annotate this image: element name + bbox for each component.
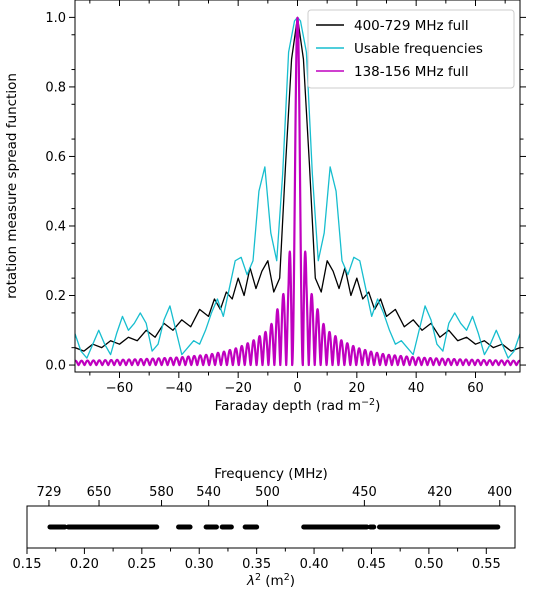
lambda-symbol: λ [246,573,255,589]
lambda-unit: (m [261,573,284,589]
x-tick-label: 20 [349,381,366,396]
x-tick-label: −40 [165,381,192,396]
y-tick-label: 1.0 [45,11,66,26]
freq-tick-label: 580 [149,485,174,500]
lambda-squared-axis-label: λ2 (m2) [246,572,295,589]
lambda-squared-panel: 0.15 0.20 0.25 0.30 0.35 0.40 0.45 0.50 0.55 729 6… [13,466,516,589]
legend-box [307,9,515,89]
y-tick-label: 0.8 [45,80,66,95]
y-axis-label: rotation measure spread function [4,73,20,299]
freq-tick-label: 650 [87,485,112,500]
y-tick-label: 0.4 [45,219,66,234]
freq-tick-label: 540 [196,485,221,500]
rmsf-panel: −60 −40 −20 0 20 40 60 0.0 0.2 0.4 0.6 0.8 1.0 Farada… [4,0,526,414]
x-tick-label: 0.40 [300,557,329,572]
lambda-sup: 2 [255,572,261,583]
x-axis-label: Faraday depth (rad m−2) [215,397,381,414]
x-tick-label: 0.30 [185,557,214,572]
x-tick-label: 0.15 [13,557,42,572]
x-axis-label-close: ) [375,398,380,414]
series-line-138-156-mhz-full [75,16,520,367]
x-tick-label: 0.20 [70,557,99,572]
plot-area [75,16,520,367]
freq-tick-label: 450 [352,485,377,500]
x-tick-label: 0.50 [414,557,443,572]
legend-label: Usable frequencies [354,41,483,57]
x-axis-label-sup: −2 [361,397,375,408]
lambda-unit-close: ) [290,573,295,589]
legend-label: 138-156 MHz full [354,64,469,80]
coverage-frame [26,505,516,549]
freq-tick-label: 729 [37,485,62,500]
x-tick-label: 0 [293,381,301,396]
x-tick-label: 0.35 [242,557,271,572]
x-tick-label: −20 [224,381,251,396]
x-tick-label: 0.45 [357,557,386,572]
y-tick-label: 0.2 [45,289,66,304]
freq-tick-label: 420 [427,485,452,500]
y-tick-label: 0.0 [45,359,66,374]
lambda-unit-sup: 2 [284,572,290,583]
x-tick-label: −60 [106,381,133,396]
x-tick-label: 0.55 [472,557,501,572]
freq-tick-label: 500 [255,485,280,500]
x-tick-label: 40 [408,381,425,396]
y-tick-label: 0.6 [45,150,66,165]
x-tick-label: 0.25 [127,557,156,572]
frequency-axis-label: Frequency (MHz) [214,466,327,482]
legend-label: 400-729 MHz full [354,18,469,34]
x-axis-label-main: Faraday depth (rad m [215,398,361,414]
x-tick-label: 60 [467,381,484,396]
freq-tick-label: 400 [487,485,512,500]
